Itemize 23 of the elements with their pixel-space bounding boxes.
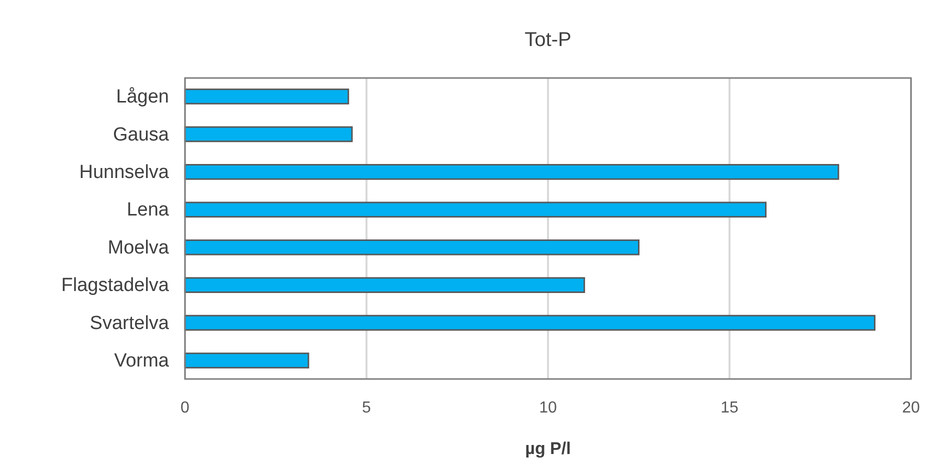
x-tick-label: 20	[902, 399, 920, 416]
chart-title: Tot-P	[524, 29, 572, 51]
bar	[184, 126, 353, 142]
bar	[184, 88, 350, 104]
y-tick-label: Moelva	[108, 237, 170, 258]
bar	[184, 164, 840, 180]
y-tick-label: Lena	[126, 200, 170, 221]
bar	[184, 352, 310, 368]
y-tick-label: Gausa	[113, 124, 170, 146]
y-tick-label: Flagstadelva	[61, 275, 170, 296]
x-tick-label: 10	[539, 399, 557, 416]
x-tick-label: 0	[180, 399, 190, 416]
y-tick-label: Vorma	[114, 350, 170, 372]
bar	[184, 202, 767, 218]
bar	[184, 314, 876, 331]
y-tick-label: Lågen	[116, 86, 169, 108]
x-tick-label: 15	[720, 399, 738, 416]
bar	[184, 239, 640, 256]
x-tick-label: 5	[362, 399, 372, 416]
bar	[184, 277, 586, 293]
y-tick-label: Hunnselva	[79, 162, 170, 183]
x-axis-title: µg P/l	[525, 439, 571, 458]
y-tick-label: Svartelva	[90, 312, 170, 334]
